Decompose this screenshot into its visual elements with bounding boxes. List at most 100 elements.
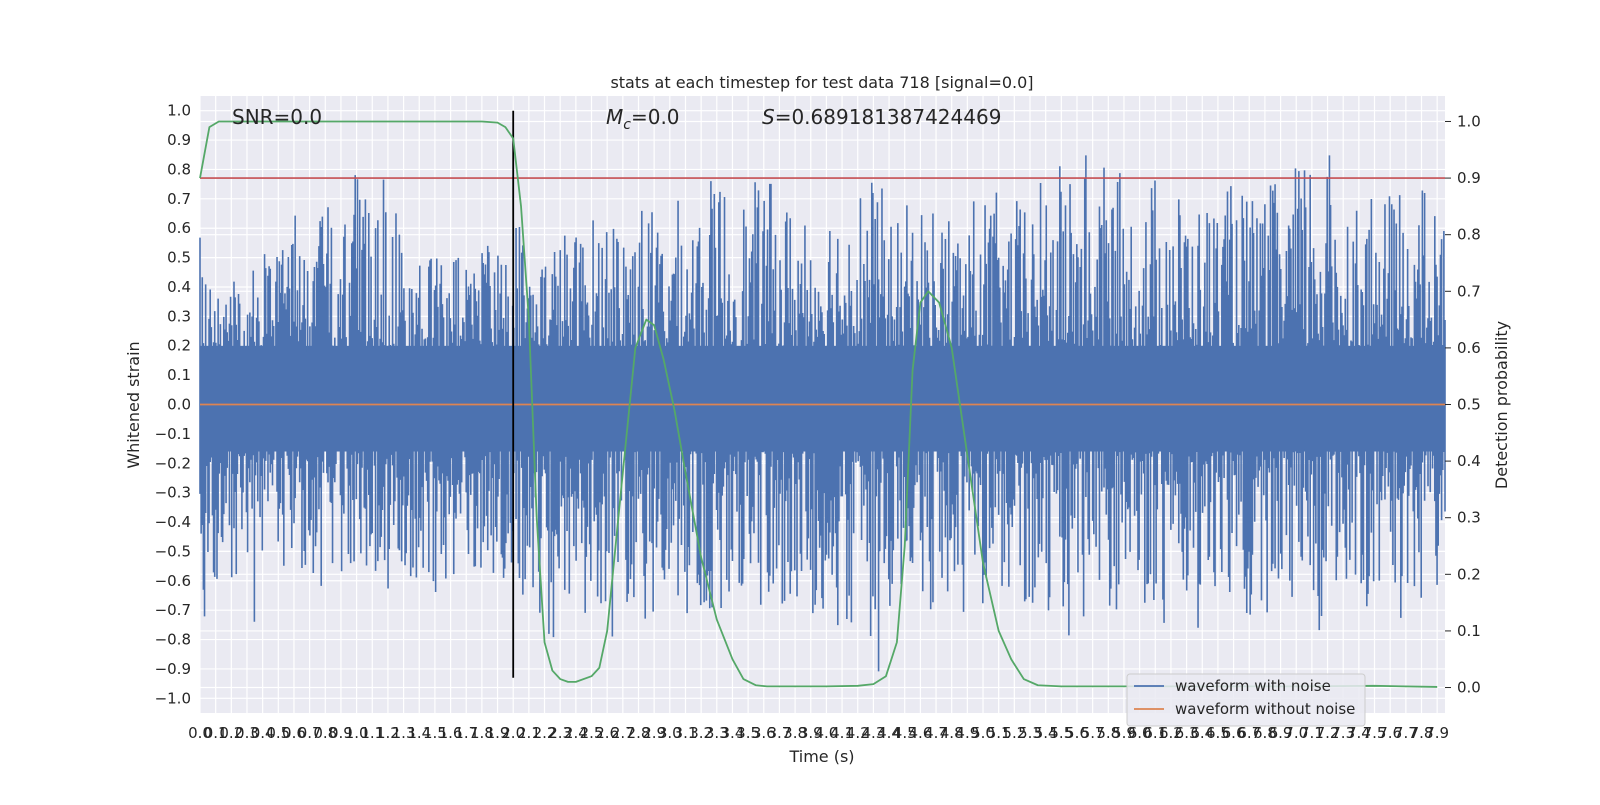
x-tick-label: 4.9 bbox=[955, 724, 979, 742]
x-tick-label: 0.0 bbox=[188, 724, 212, 742]
x-tick-label: 7.8 bbox=[1410, 724, 1434, 742]
y-tick-label: 0.5 bbox=[167, 249, 191, 267]
x-tick-label: 1.7 bbox=[454, 724, 478, 742]
x-tick-label: 5.2 bbox=[1002, 724, 1026, 742]
x-tick-label: 7.9 bbox=[1425, 724, 1449, 742]
x-tick-label: 5.9 bbox=[1112, 724, 1136, 742]
x-tick-label: 6.7 bbox=[1237, 724, 1261, 742]
y-tick-label: −0.2 bbox=[155, 454, 191, 472]
x-tick-label: 2.2 bbox=[533, 724, 557, 742]
y-tick-label: −0.9 bbox=[155, 660, 191, 678]
x-tick-label: 6.4 bbox=[1190, 724, 1214, 742]
x-tick-label: 0.6 bbox=[282, 724, 306, 742]
x-tick-label: 7.5 bbox=[1363, 724, 1387, 742]
x-tick-label: 2.8 bbox=[627, 724, 651, 742]
y2-tick-label: 0.8 bbox=[1457, 226, 1481, 244]
x-tick-label: 7.0 bbox=[1284, 724, 1308, 742]
x-tick-label: 4.0 bbox=[814, 724, 838, 742]
score-value: =0.689181387424469 bbox=[775, 105, 1002, 129]
score-symbol: S bbox=[762, 105, 775, 129]
y-tick-label: −1.0 bbox=[155, 689, 191, 707]
x-tick-label: 1.5 bbox=[423, 724, 447, 742]
x-tick-label: 4.7 bbox=[924, 724, 948, 742]
x-tick-label: 2.7 bbox=[611, 724, 635, 742]
x-tick-label: 0.9 bbox=[329, 724, 353, 742]
tick-layer: −1.0 −0.9 −0.8 −0.7 −0.6 −0.5 −0.4 −0.3 −0.2 −0.1… bbox=[155, 102, 1481, 742]
x-tick-label: 6.8 bbox=[1253, 724, 1277, 742]
x-tick-label: 7.1 bbox=[1300, 724, 1324, 742]
y-tick-label: −0.8 bbox=[155, 631, 191, 649]
x-tick-label: 2.1 bbox=[517, 724, 541, 742]
x-tick-label: 6.5 bbox=[1206, 724, 1230, 742]
x-tick-label: 7.3 bbox=[1331, 724, 1355, 742]
x-tick-label: 3.5 bbox=[736, 724, 760, 742]
x-tick-label: 4.8 bbox=[940, 724, 964, 742]
legend-label-clean: waveform without noise bbox=[1175, 700, 1355, 718]
x-tick-label: 2.3 bbox=[548, 724, 572, 742]
y-tick-label: 0.0 bbox=[167, 396, 191, 414]
y2-tick-label: 1.0 bbox=[1457, 112, 1481, 130]
x-tick-label: 1.2 bbox=[376, 724, 400, 742]
x-tick-label: 6.6 bbox=[1222, 724, 1246, 742]
y-tick-label: 0.6 bbox=[167, 219, 191, 237]
detection-probability-line bbox=[199, 120, 1438, 688]
y-tick-label: −0.5 bbox=[155, 542, 191, 560]
x-tick-label: 5.7 bbox=[1081, 724, 1105, 742]
legend-label-noise: waveform with noise bbox=[1175, 677, 1331, 695]
noise-waveform-line bbox=[199, 155, 1446, 672]
y-tick-label: 0.9 bbox=[167, 131, 191, 149]
x-tick-label: 3.4 bbox=[721, 724, 745, 742]
x-tick-label: 3.1 bbox=[674, 724, 698, 742]
y2-tick-label: 0.3 bbox=[1457, 509, 1481, 527]
x-tick-label: 1.8 bbox=[470, 724, 494, 742]
x-tick-label: 2.4 bbox=[564, 724, 588, 742]
y2-tick-label: 0.5 bbox=[1457, 396, 1481, 414]
x-tick-label: 0.3 bbox=[235, 724, 259, 742]
x-tick-label: 5.3 bbox=[1018, 724, 1042, 742]
y2-axis-label: Detection probability bbox=[1492, 321, 1511, 489]
x-tick-label: 0.2 bbox=[219, 724, 243, 742]
x-tick-label: 2.5 bbox=[580, 724, 604, 742]
x-tick-label: 2.9 bbox=[642, 724, 666, 742]
x-tick-label: 7.7 bbox=[1394, 724, 1418, 742]
chirp-mass-subscript: c bbox=[623, 117, 631, 133]
y-tick-label: −0.7 bbox=[155, 601, 191, 619]
y-tick-label: 0.3 bbox=[167, 307, 191, 325]
x-tick-label: 6.9 bbox=[1269, 724, 1293, 742]
x-tick-label: 2.0 bbox=[501, 724, 525, 742]
x-tick-label: 4.5 bbox=[893, 724, 917, 742]
chirp-mass-symbol: M bbox=[606, 105, 623, 129]
x-tick-label: 3.0 bbox=[658, 724, 682, 742]
x-tick-label: 4.3 bbox=[861, 724, 885, 742]
y-tick-label: −0.6 bbox=[155, 572, 191, 590]
x-tick-label: 7.2 bbox=[1316, 724, 1340, 742]
x-tick-label: 6.0 bbox=[1128, 724, 1152, 742]
x-tick-label: 3.3 bbox=[705, 724, 729, 742]
x-tick-label: 1.4 bbox=[407, 724, 431, 742]
x-tick-label: 6.2 bbox=[1159, 724, 1183, 742]
x-tick-label: 3.8 bbox=[783, 724, 807, 742]
x-tick-label: 2.6 bbox=[595, 724, 619, 742]
x-tick-label: 3.7 bbox=[768, 724, 792, 742]
score-annotation: S=0.689181387424469 bbox=[762, 105, 1001, 129]
x-tick-label: 1.6 bbox=[439, 724, 463, 742]
y-tick-label: 0.4 bbox=[167, 278, 191, 296]
x-tick-label: 1.9 bbox=[486, 724, 510, 742]
data-layer bbox=[199, 110, 1446, 688]
x-tick-label: 6.3 bbox=[1175, 724, 1199, 742]
x-tick-label: 0.5 bbox=[266, 724, 290, 742]
x-tick-label: 5.6 bbox=[1065, 724, 1089, 742]
x-tick-label: 6.1 bbox=[1143, 724, 1167, 742]
legend-box bbox=[1126, 673, 1366, 727]
y2-tick-label: 0.6 bbox=[1457, 339, 1481, 357]
y2-tick-label: 0.9 bbox=[1457, 169, 1481, 187]
x-tick-label: 4.6 bbox=[908, 724, 932, 742]
x-tick-label: 7.4 bbox=[1347, 724, 1371, 742]
x-tick-label: 5.0 bbox=[971, 724, 995, 742]
x-tick-label: 0.4 bbox=[251, 724, 275, 742]
x-tick-label: 5.5 bbox=[1049, 724, 1073, 742]
y-tick-label: −0.1 bbox=[155, 425, 191, 443]
y-tick-label: 0.7 bbox=[167, 190, 191, 208]
